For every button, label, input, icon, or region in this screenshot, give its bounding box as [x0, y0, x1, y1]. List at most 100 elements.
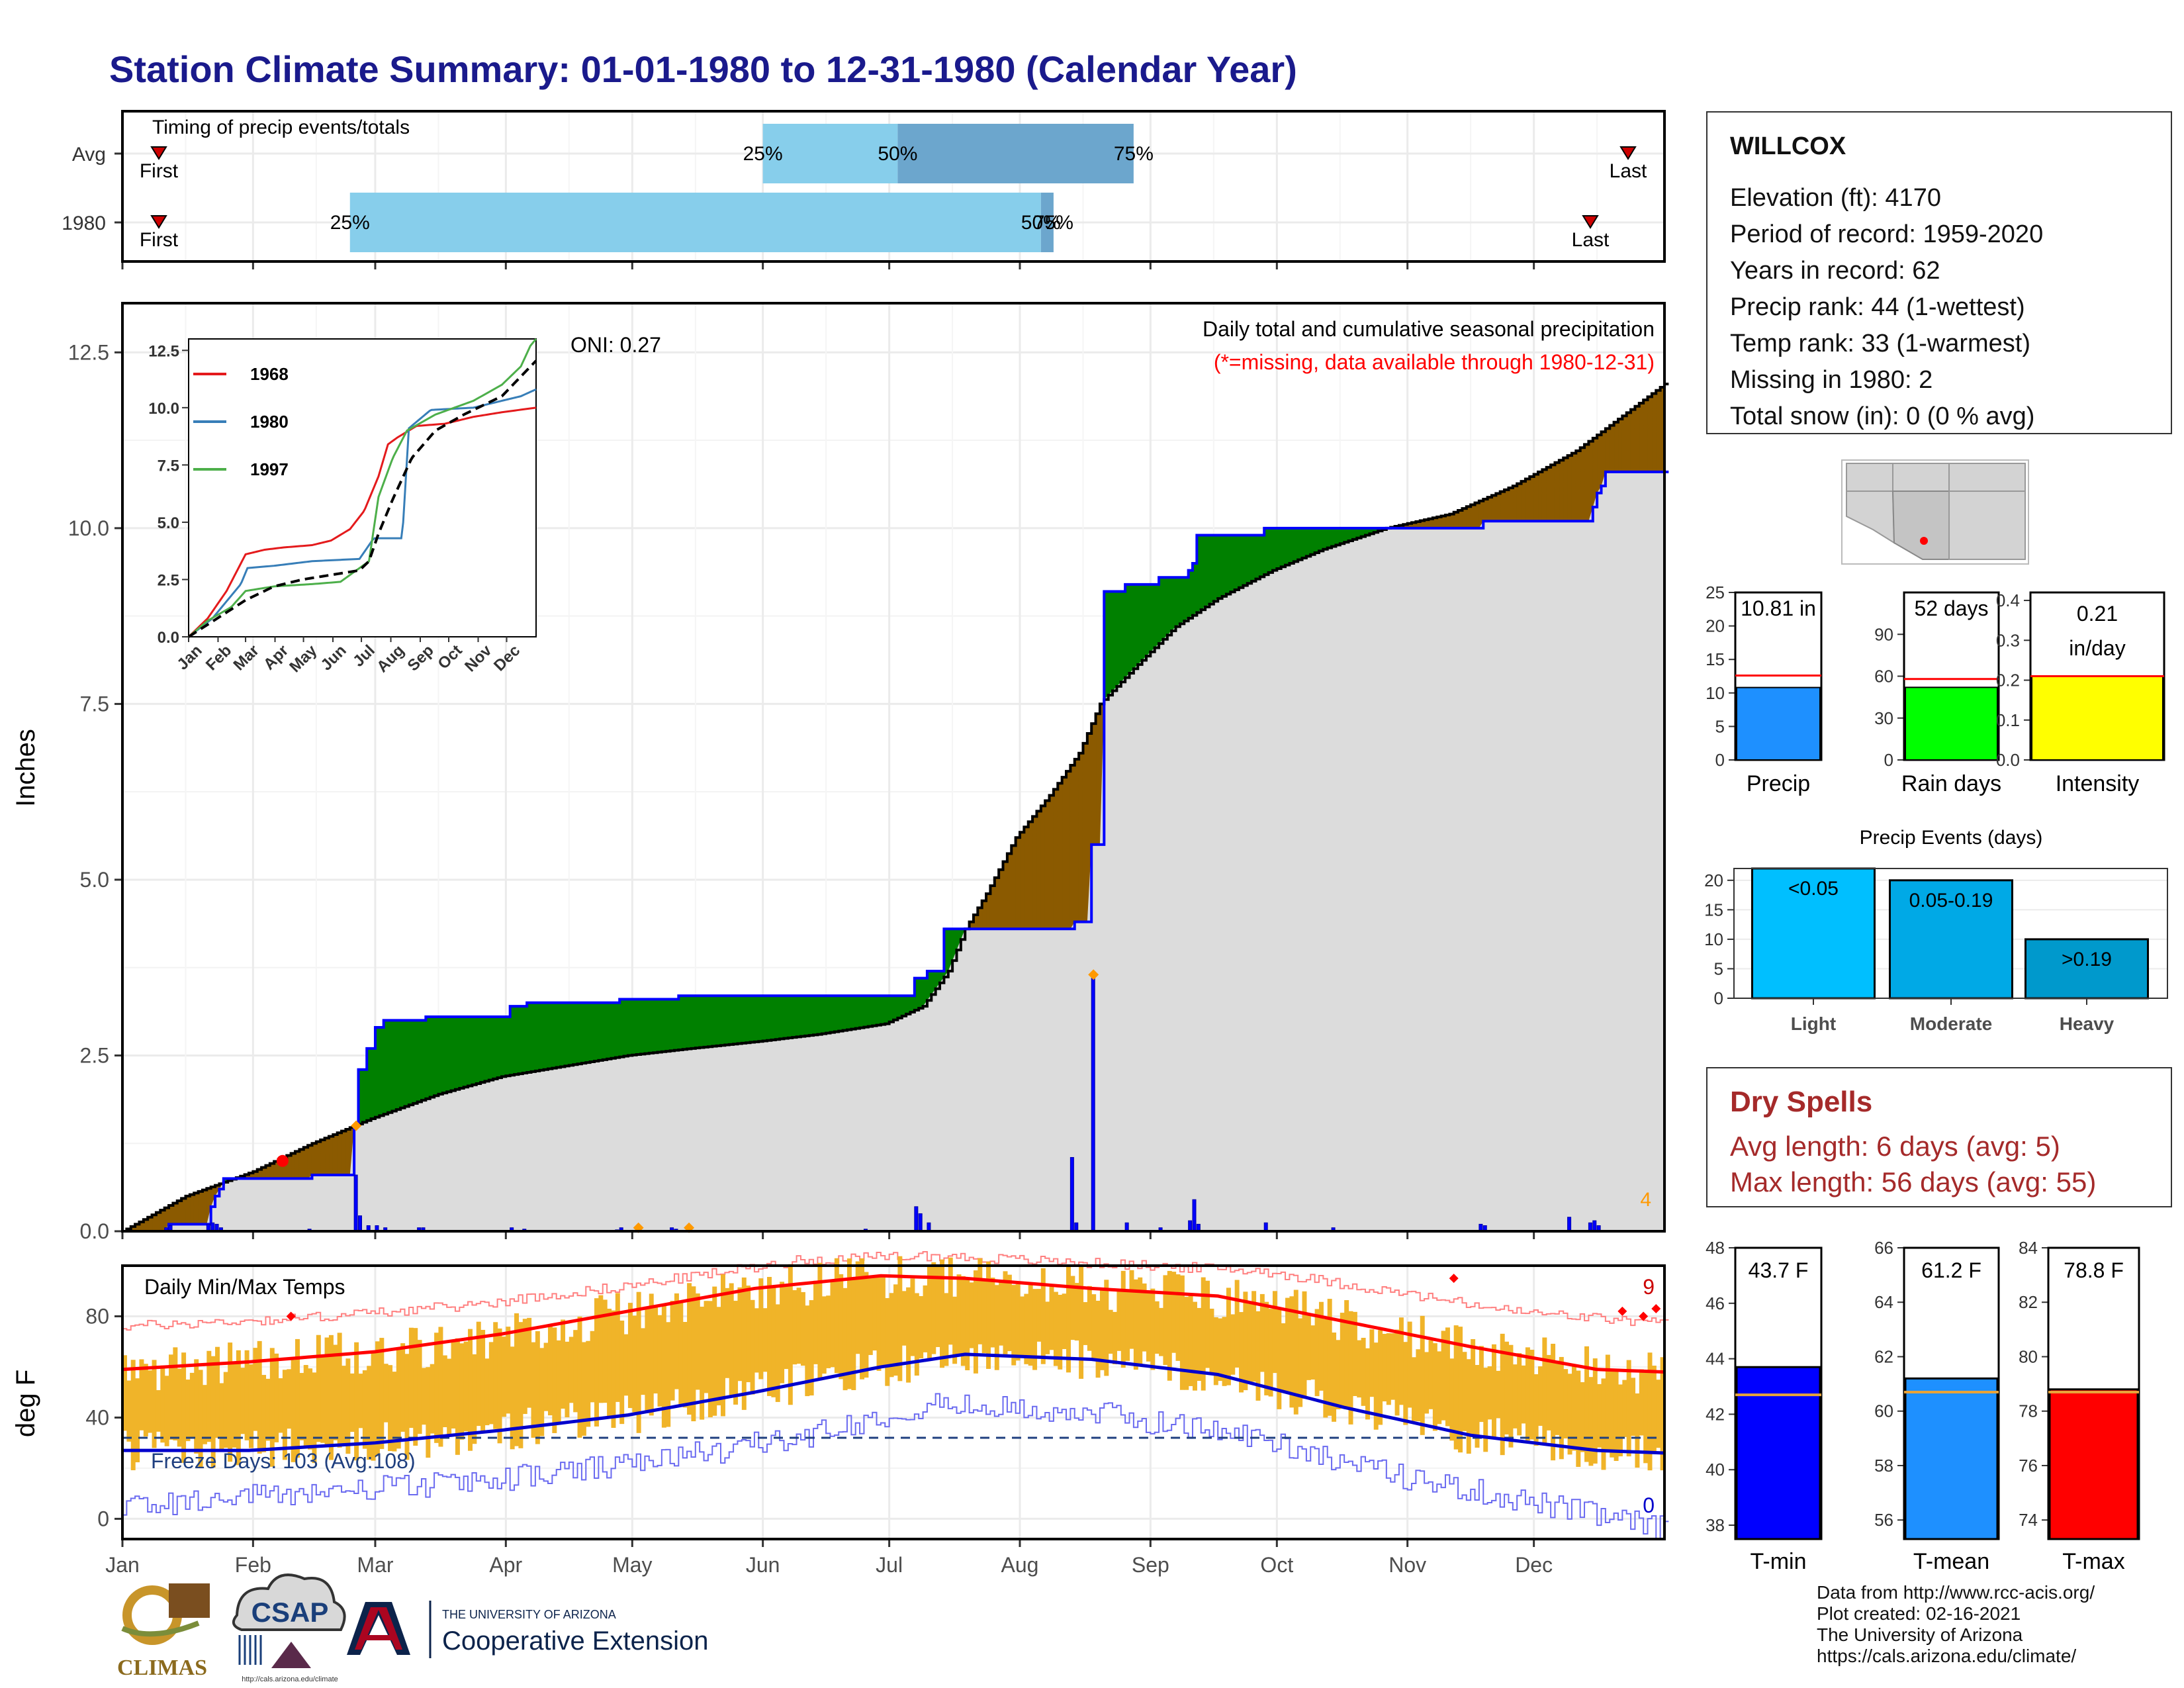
temp-daily-bar	[518, 1322, 523, 1448]
temp-daily-bar	[130, 1360, 136, 1471]
timing-label-50: 50%	[1021, 212, 1061, 234]
temp-daily-bar	[1129, 1270, 1134, 1349]
temp-daily-bar	[720, 1274, 725, 1417]
temp-daily-bar	[834, 1258, 839, 1374]
temp-daily-bar	[1251, 1291, 1257, 1382]
temp-xtick-label: Mar	[357, 1553, 393, 1577]
timing-label-50: 50%	[878, 143, 917, 165]
temp-daily-bar	[653, 1307, 659, 1394]
station-info-box: WILLCOX Elevation (ft): 4170 Period of r…	[1706, 111, 2172, 434]
temp-daily-bar	[539, 1348, 545, 1436]
tbar-ytick-label: 48	[1706, 1238, 1725, 1258]
temp-daily-bar	[1500, 1333, 1505, 1456]
tbar-ytick-label: 40	[1706, 1460, 1725, 1479]
temp-daily-bar	[1453, 1325, 1459, 1450]
temp-daily-bar	[994, 1285, 999, 1370]
temp-daily-bar	[577, 1316, 582, 1438]
temp-daily-bar	[198, 1370, 203, 1468]
temp-daily-bar	[552, 1327, 557, 1433]
temp-daily-bar	[1551, 1343, 1556, 1461]
temp-daily-bar	[1083, 1302, 1088, 1345]
temp-daily-bar	[674, 1293, 679, 1389]
temp-daily-bar	[700, 1306, 705, 1420]
events-ytick-label: 0	[1714, 988, 1723, 1008]
temp-daily-bar	[952, 1296, 958, 1364]
temp-daily-bar	[661, 1305, 666, 1428]
tbar-ytick-label: 62	[1874, 1346, 1893, 1366]
temp-daily-bar	[1268, 1309, 1273, 1397]
temp-daily-bar	[463, 1341, 469, 1432]
temp-freeze-label: Freeze Days: 103 (Avg:108)	[151, 1449, 416, 1473]
temp-xtick-label: Jul	[876, 1553, 903, 1577]
temp-daily-bar	[1373, 1342, 1379, 1430]
precip-events-chart: Precip Events (days) 0 5 10 15 20 <0.05 Light 0.…	[1704, 827, 2168, 1034]
temp-daily-bar	[855, 1261, 860, 1354]
temp-daily-bar	[400, 1343, 406, 1432]
temp-summary-bars: 38 40 42 44 46 48 43.7 F T-min 56 58 60 62 64 66 61.2 …	[1706, 1238, 2140, 1574]
logos: CLIMAS CSAP http://cals.arizona.edu/climat…	[113, 1573, 708, 1683]
map-california	[1846, 491, 1895, 544]
temp-daily-bar	[1024, 1293, 1029, 1364]
temp-daily-bar	[324, 1337, 330, 1447]
temp-daily-bar	[1197, 1307, 1202, 1382]
temp-daily-bar	[1062, 1293, 1067, 1349]
temp-xtick-label: Feb	[235, 1553, 271, 1577]
precip-ytick-label: 12.5	[68, 340, 109, 364]
temp-daily-bar	[1138, 1277, 1143, 1367]
temp-daily-bar	[670, 1301, 675, 1401]
temp-record-low-line	[122, 1393, 1669, 1540]
temp-daily-bar	[459, 1343, 465, 1440]
temp-chart: 0 40 80 Jan Feb Mar Apr May Jun Jul Aug Sep Oct Nov De…	[11, 1250, 1669, 1577]
temp-daily-bar	[1576, 1370, 1581, 1467]
temp-daily-bar	[1651, 1366, 1657, 1452]
summary-bar	[1736, 686, 1821, 761]
temp-daily-bar	[1019, 1296, 1024, 1357]
temp-daily-bar	[396, 1348, 401, 1449]
temp-record-marker	[286, 1311, 296, 1321]
temp-daily-bar	[707, 1301, 713, 1418]
temp-daily-bar	[725, 1288, 730, 1378]
temp-daily-bar	[1154, 1301, 1160, 1354]
temp-daily-bar	[1201, 1277, 1206, 1391]
temp-daily-bar	[1066, 1265, 1071, 1373]
ua-logo-small-text: THE UNIVERSITY OF ARIZONA	[442, 1608, 616, 1621]
temp-daily-bar	[1412, 1357, 1416, 1421]
summary-ytick-label: 0.4	[1996, 590, 2020, 610]
temp-xtick-label: Nov	[1388, 1553, 1426, 1577]
climas-logo-text: CLIMAS	[117, 1656, 207, 1680]
station-period: Period of record: 1959-2020	[1730, 220, 2044, 248]
temp-daily-bar	[1247, 1303, 1252, 1382]
temp-daily-bar	[1133, 1279, 1138, 1370]
temp-daily-bar	[282, 1370, 287, 1460]
temp-daily-bar	[1643, 1372, 1649, 1464]
precip-chart: 0.0 2.5 5.0 7.5 10.0 12.5 Daily total and cumu…	[11, 302, 1669, 1243]
precip-normal-area	[122, 471, 1664, 1231]
temp-daily-bar	[741, 1277, 747, 1410]
temp-daily-bar	[645, 1307, 650, 1413]
temp-daily-bar	[1015, 1284, 1021, 1361]
temp-max-count: 9	[1643, 1275, 1655, 1299]
temp-daily-bar	[1597, 1383, 1602, 1448]
temp-daily-bar	[328, 1335, 334, 1460]
precip-missing-marker	[1088, 969, 1099, 980]
temp-daily-bar	[981, 1281, 987, 1354]
summary-ytick-label: 10	[1706, 683, 1725, 703]
temp-daily-bar	[792, 1290, 797, 1365]
precip-observed-line	[122, 470, 1669, 1233]
tbar-ytick-label: 60	[1874, 1401, 1893, 1421]
temp-daily-bar	[1512, 1364, 1518, 1429]
temp-daily-bar	[392, 1372, 397, 1452]
timing-label-75: 75%	[1114, 143, 1154, 165]
precip-daily-bar	[358, 1215, 363, 1232]
temp-daily-bar	[1336, 1340, 1341, 1410]
summary-value-label: 52 days	[1914, 596, 1988, 620]
temp-daily-bar	[383, 1364, 388, 1423]
temp-daily-bar	[1407, 1321, 1412, 1408]
tbar-ytick-label: 58	[1874, 1456, 1893, 1476]
temp-daily-bar	[1188, 1295, 1193, 1386]
temp-daily-bar	[506, 1327, 511, 1414]
temp-daily-bar	[1437, 1351, 1442, 1425]
temp-daily-bar	[206, 1350, 212, 1442]
timing-label-last: Last	[1610, 160, 1647, 182]
temp-daily-bar	[1588, 1377, 1594, 1466]
